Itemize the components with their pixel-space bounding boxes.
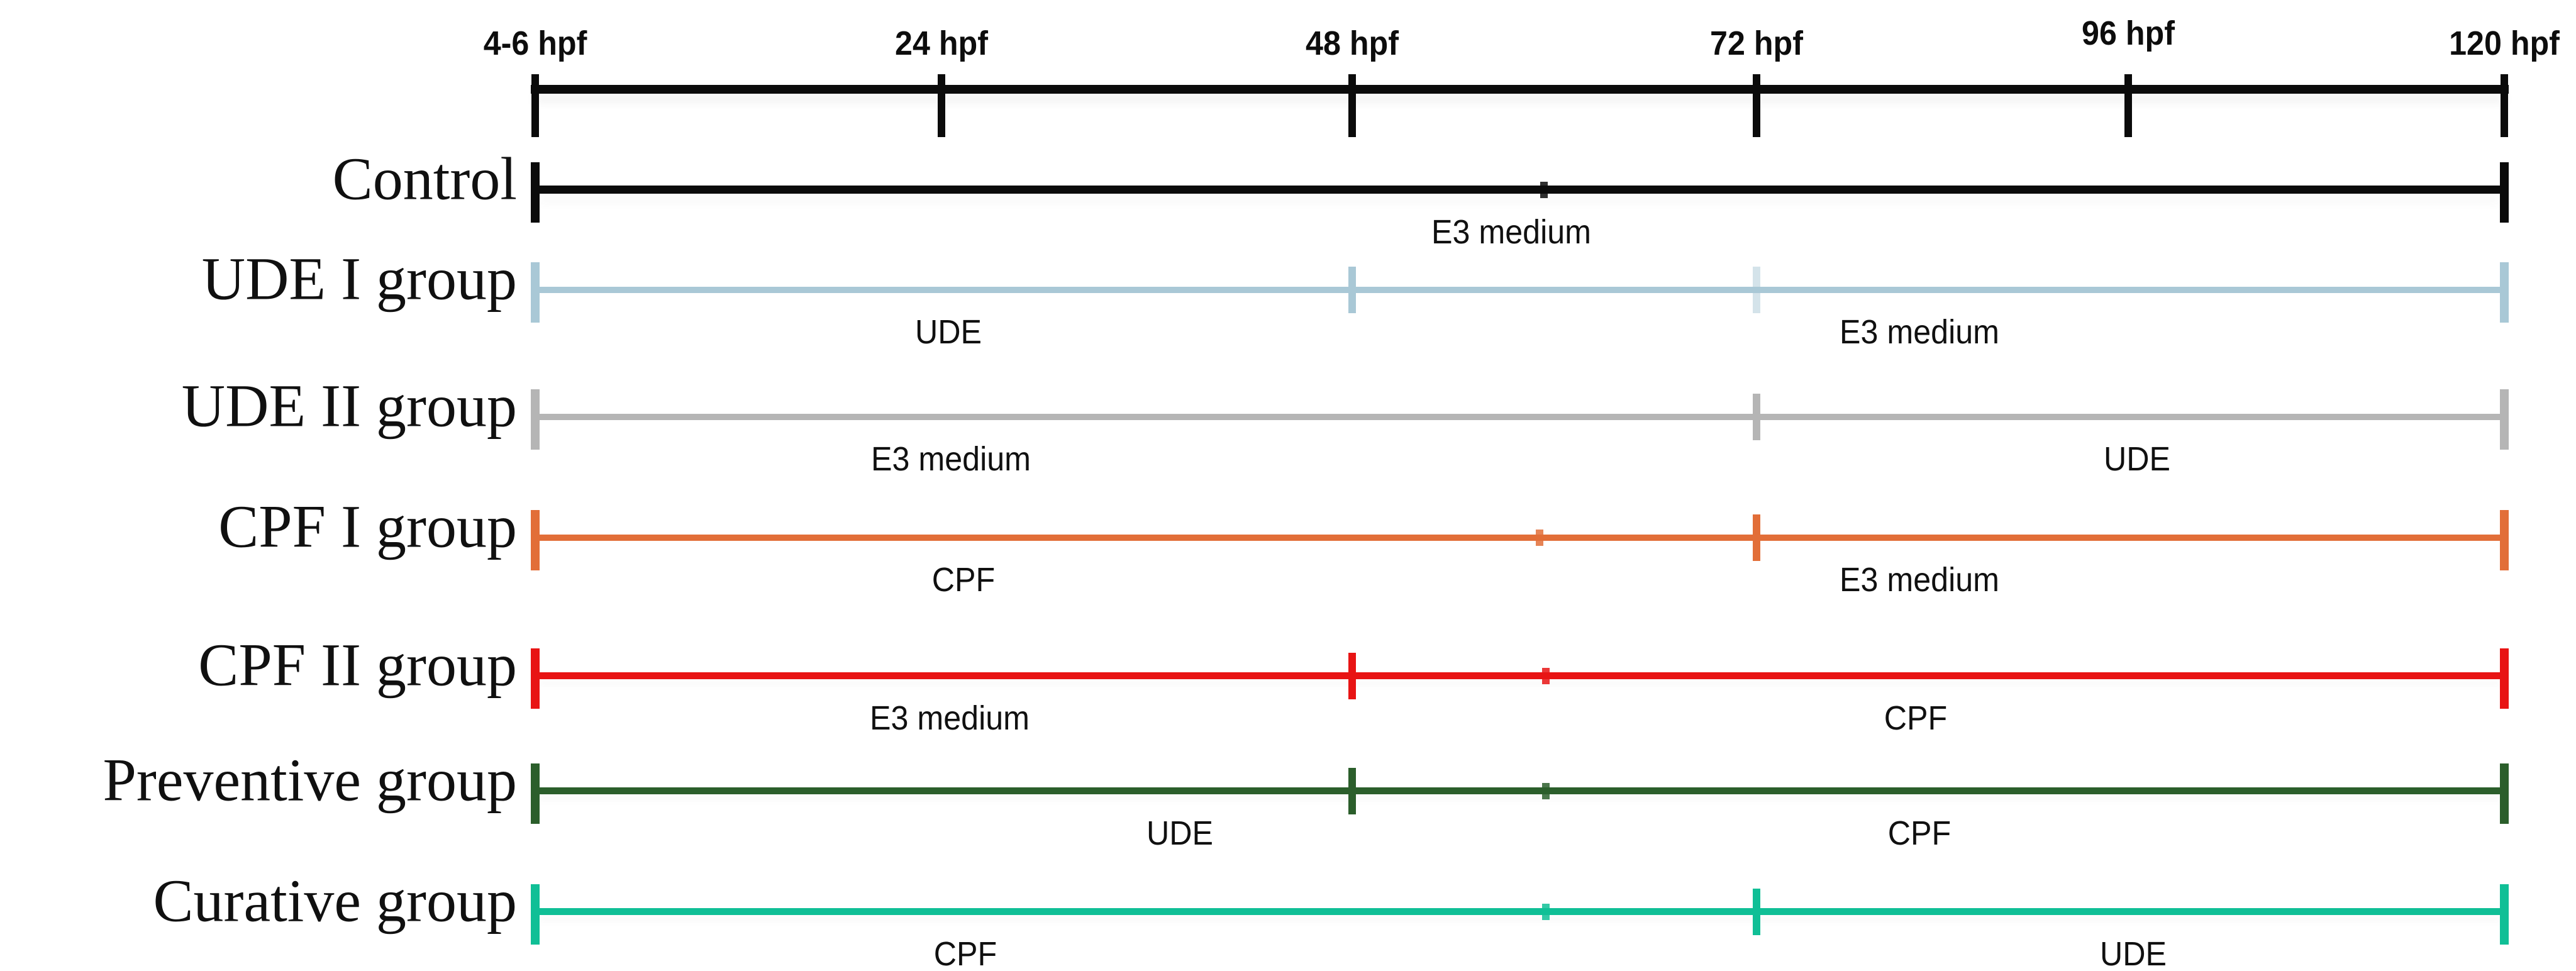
time-axis-tick <box>1753 74 1760 137</box>
timeline-control-artifact-tick <box>1540 182 1548 198</box>
segment-label-curative: UDE <box>2099 935 2167 971</box>
timeline-ude-ii-tick <box>2500 389 2509 450</box>
timeline-preventive-artifact-tick <box>1542 783 1550 799</box>
timeline-ude-i <box>535 287 2504 293</box>
timeline-control-tick <box>2500 162 2509 223</box>
timeline-cpf-ii <box>535 672 2504 679</box>
timeline-ude-ii <box>535 414 2504 420</box>
row-label-ude-ii: UDE II group <box>181 372 517 440</box>
time-axis-line <box>531 85 2509 94</box>
row-label-ude-i: UDE I group <box>201 245 517 313</box>
timeline-cpf-i-tick <box>531 510 540 570</box>
timeline-curative-tick <box>2500 884 2509 945</box>
timeline-ude-ii-tick <box>531 389 540 450</box>
row-label-cpf-i: CPF I group <box>218 492 517 560</box>
timeline-ude-i-tick <box>2500 262 2509 323</box>
timeline-control-tick <box>531 162 540 223</box>
row-label-curative: Curative group <box>153 867 517 935</box>
row-label-cpf-ii: CPF II group <box>198 631 517 699</box>
timeline-curative-tick <box>531 884 540 945</box>
time-axis-tick <box>1348 74 1356 137</box>
timeline-ude-i-tick <box>1348 267 1356 313</box>
time-axis-tick <box>531 74 539 137</box>
timeline-curative-artifact-tick <box>1542 904 1550 920</box>
segment-label-cpf-i: CPF <box>931 561 996 599</box>
timeline-cpf-i <box>535 535 2504 541</box>
segment-label-cpf-i: E3 medium <box>1839 561 2000 599</box>
timeline-ude-i-tick <box>531 262 540 323</box>
timeline-cpf-ii-tick <box>531 648 540 709</box>
segment-label-ude-ii: UDE <box>2103 440 2171 478</box>
time-axis-label: 4-6 hpf <box>483 25 587 62</box>
segment-label-ude-i: E3 medium <box>1839 313 2000 351</box>
time-axis-tick <box>938 74 945 137</box>
segment-label-ude-i: UDE <box>914 313 982 351</box>
segment-label-cpf-ii: CPF <box>1884 699 1948 737</box>
timeline-ude-ii-tick <box>1753 394 1760 440</box>
row-label-preventive: Preventive group <box>103 746 518 814</box>
segment-label-control: E3 medium <box>1431 213 1592 251</box>
segment-label-cpf-ii: E3 medium <box>869 699 1030 737</box>
time-axis-label: 24 hpf <box>895 25 988 62</box>
segment-label-curative: CPF <box>933 935 997 971</box>
timeline-cpf-ii-artifact-tick <box>1542 668 1550 684</box>
timeline-preventive <box>535 787 2504 794</box>
timeline-cpf-ii-tick <box>2500 648 2509 709</box>
time-axis-label: 72 hpf <box>1710 25 1803 62</box>
timeline-curative-tick <box>1753 889 1760 935</box>
timeline-preventive-tick <box>2500 763 2509 824</box>
time-axis-tick <box>2124 74 2132 137</box>
timeline-preventive-tick <box>531 763 540 824</box>
time-axis-label: 48 hpf <box>1306 25 1399 62</box>
segment-label-preventive: CPF <box>1887 814 1951 852</box>
timeline-curative <box>535 908 2504 915</box>
timeline-ude-i-tick <box>1753 267 1760 313</box>
timeline-cpf-i-tick <box>2500 510 2509 570</box>
timeline-cpf-i-artifact-tick <box>1536 530 1543 546</box>
timeline-cpf-i-tick <box>1753 514 1760 561</box>
row-label-control: Control <box>332 145 517 213</box>
timeline-preventive-tick <box>1348 768 1356 814</box>
timeline-cpf-ii-tick <box>1348 653 1356 699</box>
time-axis-tick <box>2501 74 2508 137</box>
segment-label-preventive: UDE <box>1146 814 1214 852</box>
time-axis-label: 96 hpf <box>2082 14 2175 52</box>
time-axis-label: 120 hpf <box>2449 25 2560 62</box>
segment-label-ude-ii: E3 medium <box>870 440 1031 478</box>
timeline-control <box>535 186 2504 194</box>
